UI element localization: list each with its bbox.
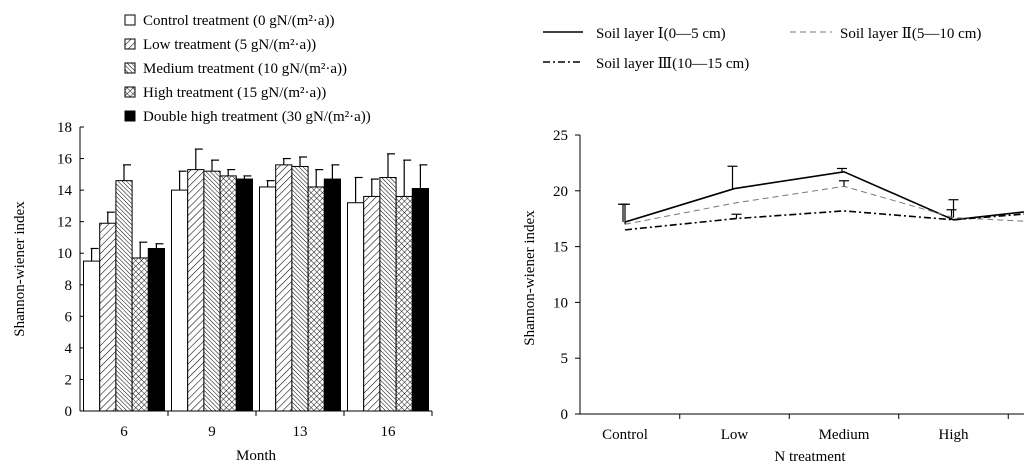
bar bbox=[363, 195, 381, 412]
y-axis-ticks: 0 2 4 6 8 10 12 14 16 18 bbox=[57, 120, 84, 420]
bar bbox=[379, 176, 397, 412]
legend-swatch-medium bbox=[124, 62, 136, 74]
x-tick-label: High bbox=[939, 427, 970, 443]
x-tick-label: 6 bbox=[120, 424, 128, 440]
legend-swatch-high bbox=[124, 86, 136, 98]
legend-label: Low treatment (5 gN/(m²·a)) bbox=[143, 37, 316, 53]
y-axis-title: Shannon-wiener index bbox=[522, 210, 538, 346]
legend-item: High treatment (15 gN/(m²·a)) bbox=[124, 85, 326, 101]
x-tick-label: Low bbox=[721, 427, 749, 443]
y-tick-label: 10 bbox=[553, 295, 568, 311]
bar bbox=[323, 178, 341, 412]
y-tick-label: 2 bbox=[65, 372, 73, 388]
bar bbox=[259, 186, 277, 412]
y-tick-label: 16 bbox=[57, 152, 73, 168]
legend-item: Double high treatment (30 gN/(m²·a)) bbox=[124, 109, 371, 125]
legend-item: Control treatment (0 gN/(m²·a)) bbox=[124, 13, 335, 29]
bar bbox=[99, 222, 117, 412]
bar bbox=[411, 188, 429, 412]
y-axis-title: Shannon-wiener index bbox=[12, 201, 28, 337]
bar bbox=[83, 260, 101, 412]
x-axis-ticks: ControlLowMediumHighDouble high bbox=[602, 414, 1009, 443]
x-tick-label: 16 bbox=[381, 424, 397, 440]
legend-swatch-double-high bbox=[124, 110, 136, 122]
y-tick-label: 10 bbox=[57, 246, 72, 262]
bar bbox=[347, 202, 365, 412]
bar-chart: Control treatment (0 gN/(m²·a)) Low trea… bbox=[12, 13, 433, 464]
bar bbox=[187, 169, 205, 412]
y-tick-label: 14 bbox=[57, 183, 73, 199]
line-legend: Soil layer Ⅰ(0—5 cm) Soil layer Ⅱ(5—10 c… bbox=[543, 26, 981, 72]
series-line bbox=[624, 210, 1024, 231]
y-tick-label: 0 bbox=[65, 404, 73, 420]
legend-item: Soil layer Ⅱ(5—10 cm) bbox=[790, 26, 981, 42]
legend-item: Low treatment (5 gN/(m²·a)) bbox=[124, 37, 316, 53]
legend-swatch-low bbox=[124, 38, 136, 50]
series-line bbox=[624, 171, 1024, 223]
x-tick-label: Control bbox=[602, 427, 648, 443]
legend-label: Soil layer Ⅱ(5—10 cm) bbox=[840, 26, 981, 42]
bar bbox=[171, 189, 189, 412]
y-tick-label: 18 bbox=[57, 120, 72, 136]
legend-label: Control treatment (0 gN/(m²·a)) bbox=[143, 13, 335, 29]
legend-item: Soil layer Ⅲ(10—15 cm) bbox=[543, 56, 749, 72]
x-tick-label: 9 bbox=[208, 424, 216, 440]
bar bbox=[235, 178, 254, 412]
x-tick-label: 13 bbox=[293, 424, 308, 440]
legend-label: Soil layer Ⅰ(0—5 cm) bbox=[596, 26, 726, 42]
legend-label: Medium treatment (10 gN/(m²·a)) bbox=[143, 61, 347, 77]
y-tick-label: 6 bbox=[65, 309, 73, 325]
x-axis-title: Month bbox=[236, 448, 277, 464]
legend-label: Soil layer Ⅲ(10—15 cm) bbox=[596, 56, 749, 72]
bar bbox=[307, 186, 325, 412]
legend-swatch-control bbox=[124, 14, 136, 26]
bar bbox=[219, 175, 237, 412]
bar bbox=[147, 247, 166, 412]
bar bbox=[395, 195, 413, 412]
x-axis-ticks: 6 9 13 16 bbox=[120, 411, 433, 440]
y-tick-label: 5 bbox=[561, 351, 569, 367]
line-chart: Soil layer Ⅰ(0—5 cm) Soil layer Ⅱ(5—10 c… bbox=[522, 26, 1024, 464]
line-marks bbox=[618, 165, 1024, 231]
bar bbox=[115, 180, 133, 412]
y-tick-label: 0 bbox=[561, 407, 569, 423]
x-tick-label: Medium bbox=[819, 427, 870, 443]
y-tick-label: 15 bbox=[553, 240, 568, 256]
y-tick-label: 25 bbox=[553, 128, 568, 144]
bar bbox=[291, 165, 309, 412]
y-axis-ticks: 0 5 10 15 20 25 bbox=[553, 128, 580, 423]
legend-label: Double high treatment (30 gN/(m²·a)) bbox=[143, 109, 371, 125]
bar-marks bbox=[83, 148, 429, 412]
y-tick-label: 12 bbox=[57, 215, 72, 231]
y-tick-label: 8 bbox=[65, 278, 73, 294]
y-tick-label: 4 bbox=[65, 341, 73, 357]
bar bbox=[203, 170, 221, 412]
legend-item: Medium treatment (10 gN/(m²·a)) bbox=[124, 61, 347, 77]
bar-legend: Control treatment (0 gN/(m²·a)) Low trea… bbox=[124, 13, 371, 125]
legend-label: High treatment (15 gN/(m²·a)) bbox=[143, 85, 326, 101]
bar bbox=[275, 164, 293, 412]
x-axis-title: N treatment bbox=[774, 449, 846, 464]
bar bbox=[131, 257, 149, 412]
legend-item: Soil layer Ⅰ(0—5 cm) bbox=[543, 26, 726, 42]
y-tick-label: 20 bbox=[553, 184, 568, 200]
